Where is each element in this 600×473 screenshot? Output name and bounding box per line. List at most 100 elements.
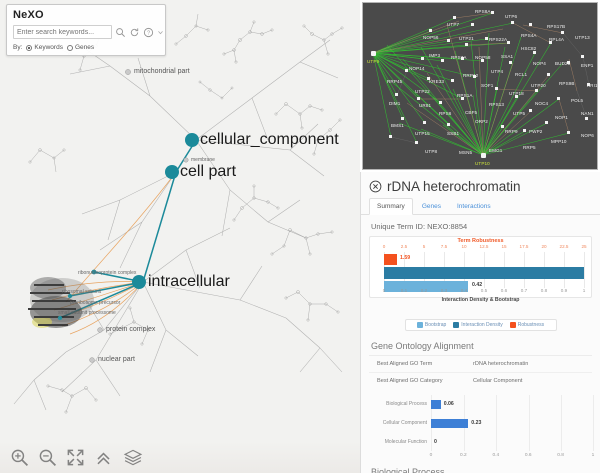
gene-label-RPS4A[interactable]: RPS4A xyxy=(521,33,537,38)
gene-label-ORP2[interactable]: ORP2 xyxy=(475,119,488,124)
help-icon[interactable]: ? xyxy=(143,27,154,38)
ontology-term-small-subunit-processome[interactable]: small subunit processome xyxy=(58,310,116,316)
gene-label-RPS7A[interactable]: RPS7A xyxy=(451,55,467,60)
go-bar-cellular-component xyxy=(431,418,469,428)
gene-label-KRI1[interactable]: KRI1 xyxy=(587,83,598,88)
gene-label-UTP13[interactable]: UTP13 xyxy=(575,35,590,40)
radio-keywords[interactable]: Keywords xyxy=(26,44,63,51)
go-tick-0: 0 xyxy=(429,453,433,458)
tab-interactions[interactable]: Interactions xyxy=(456,203,491,210)
gene-label-POL5[interactable]: POL5 xyxy=(571,98,584,103)
gene-label-NOC4[interactable]: NOC4 xyxy=(535,101,549,106)
zoom-in-icon[interactable] xyxy=(10,448,29,467)
tab-summary[interactable]: Summary xyxy=(369,198,413,215)
ontology-term-nuclear-part[interactable]: nuclear part xyxy=(98,356,135,363)
search-icon[interactable] xyxy=(115,27,126,38)
refresh-icon[interactable] xyxy=(129,27,140,38)
gene-label-UTP10[interactable]: UTP10 xyxy=(475,161,490,166)
gene-label-RPS1A[interactable]: RPS1A xyxy=(457,93,473,98)
zoom-out-icon[interactable] xyxy=(38,448,57,467)
gene-label-UTP15[interactable]: UTP15 xyxy=(415,131,430,136)
gene-label-NOP6[interactable]: NOP6 xyxy=(581,133,594,138)
ontology-term-protein-complex[interactable]: protein complex xyxy=(106,326,156,333)
ontology-graph-canvas[interactable] xyxy=(0,0,360,441)
ontology-term-ribonucleoprotein-complex[interactable]: ribonucleoprotein complex xyxy=(78,270,137,276)
gene-label-NOP1[interactable]: NOP1 xyxy=(555,115,568,120)
gene-label-SSA1[interactable]: SSA1 xyxy=(501,54,514,59)
collapse-icon[interactable] xyxy=(94,448,113,467)
ontology-network-panel[interactable]: cellular_component cell part intracellul… xyxy=(0,0,360,473)
go-term-key: Best Aligned GO Term xyxy=(377,361,433,367)
gene-label-DIM1[interactable]: DIM1 xyxy=(389,101,401,106)
gene-network-panel[interactable]: UTP9 UTP10 RPS8A UTP6 UTP7 RPS17B NOP56 … xyxy=(362,2,598,170)
gene-label-RRP12[interactable]: RRP12 xyxy=(463,73,479,78)
detail-tabs[interactable]: Summary Genes Interactions xyxy=(361,198,600,215)
gene-label-NOP14[interactable]: NOP14 xyxy=(409,66,425,71)
ontology-term-cellular-component[interactable]: cellular_component xyxy=(200,131,339,148)
fit-screen-icon[interactable] xyxy=(66,448,85,467)
chevron-down-icon[interactable] xyxy=(157,28,164,37)
gene-label-NOP4[interactable]: NOP4 xyxy=(533,61,546,66)
gene-label-UTP6[interactable]: UTP6 xyxy=(505,14,518,19)
gene-label-RPS17B[interactable]: RPS17B xyxy=(547,24,566,29)
gene-label-CBF5[interactable]: CBF5 xyxy=(465,110,478,115)
gene-label-KRE33[interactable]: KRE33 xyxy=(429,79,445,84)
gene-label-UTP20[interactable]: UTP20 xyxy=(531,83,546,88)
ontology-term-ribosomal-subunit[interactable]: ribosomal subunit xyxy=(62,289,102,295)
gene-label-UTP5[interactable]: UTP5 xyxy=(513,111,526,116)
gene-label-SOF1[interactable]: SOF1 xyxy=(481,83,494,88)
gene-label-RCL1[interactable]: RCL1 xyxy=(515,72,528,77)
gene-label-MSN5[interactable]: MSN5 xyxy=(459,150,473,155)
search-by-label: By: xyxy=(13,44,23,51)
ontology-term-preribosome-precursor[interactable]: preribosome precursor xyxy=(70,300,121,306)
gene-label-UTP7[interactable]: UTP7 xyxy=(447,22,460,27)
search-panel[interactable]: NeXO ? By: Keywords xyxy=(6,4,166,56)
gene-label-PWP2[interactable]: PWP2 xyxy=(529,129,543,134)
gene-label-ENP1[interactable]: ENP1 xyxy=(581,63,594,68)
page-title: rDNA heterochromatin xyxy=(387,179,521,194)
gene-label-NOP56[interactable]: NOP56 xyxy=(423,35,439,40)
gene-label-BUD21[interactable]: BUD21 xyxy=(555,61,571,66)
table-row: Best Aligned GO Term rDNA heterochromati… xyxy=(369,356,592,373)
radio-genes[interactable]: Genes xyxy=(66,44,94,51)
gene-label-NOP58[interactable]: NOP58 xyxy=(475,55,491,60)
gene-label-HSC82[interactable]: HSC82 xyxy=(521,46,537,51)
gene-label-NAN1[interactable]: NAN1 xyxy=(581,111,594,116)
legend-label-robustness: Robustness xyxy=(517,322,545,328)
gene-label-RRP45[interactable]: RRP45 xyxy=(387,79,403,84)
gene-label-RPS22A[interactable]: RPS22A xyxy=(489,37,508,42)
gene-label-RRP5[interactable]: RRP5 xyxy=(523,145,536,150)
gene-label-RPS6[interactable]: RPS6 xyxy=(439,111,452,116)
gene-label-SSB1[interactable]: SSB1 xyxy=(447,131,460,136)
tab-genes[interactable]: Genes xyxy=(421,203,441,210)
ontology-term-membrane[interactable]: membrane xyxy=(191,157,215,163)
layers-icon[interactable] xyxy=(122,448,144,467)
gene-label-RPL4A[interactable]: RPL4A xyxy=(549,37,565,42)
gene-label-IMP3[interactable]: IMP3 xyxy=(429,53,441,58)
gene-label-EMG1[interactable]: EMG1 xyxy=(489,148,503,153)
network-toolbar[interactable] xyxy=(0,441,360,473)
gene-label-RPS9B[interactable]: RPS9B xyxy=(559,81,575,86)
gene-label-RPS8A[interactable]: RPS8A xyxy=(475,9,491,14)
robustness-chart-title: Term Robustness xyxy=(457,238,504,244)
gene-label-BMS1[interactable]: BMS1 xyxy=(391,123,404,128)
gene-label-UTP18[interactable]: UTP18 xyxy=(509,91,524,96)
robustness-top-axis: 0 2.5 5 7.5 10 12.5 15 17.5 20 22.5 25 xyxy=(383,244,587,252)
gene-label-MPP10[interactable]: MPP10 xyxy=(551,139,567,144)
gene-label-RRP9[interactable]: RRP9 xyxy=(505,129,518,134)
gene-label-UTP4[interactable]: UTP4 xyxy=(491,69,504,74)
gene-label-UR81[interactable]: UR81 xyxy=(419,103,432,108)
gene-label-UTP22[interactable]: UTP22 xyxy=(415,89,430,94)
legend-swatch-interaction-density xyxy=(453,322,460,328)
gene-label-UTP9[interactable]: UTP9 xyxy=(367,59,380,64)
gene-label-UTP8[interactable]: UTP8 xyxy=(425,149,438,154)
search-input[interactable] xyxy=(13,25,112,39)
gene-label-UTP21[interactable]: UTP21 xyxy=(459,36,474,41)
ontology-term-cell-part[interactable]: cell part xyxy=(180,163,237,180)
gene-network-canvas[interactable] xyxy=(363,3,598,170)
ontology-term-mitochondrial-part[interactable]: mitochondrial part xyxy=(134,68,190,75)
ontology-term-intracellular[interactable]: intracellular xyxy=(148,273,230,290)
gene-label-RPS13[interactable]: RPS13 xyxy=(489,102,505,107)
bot-tick-6: 0.6 xyxy=(500,288,508,293)
close-circle-icon[interactable] xyxy=(369,180,382,193)
